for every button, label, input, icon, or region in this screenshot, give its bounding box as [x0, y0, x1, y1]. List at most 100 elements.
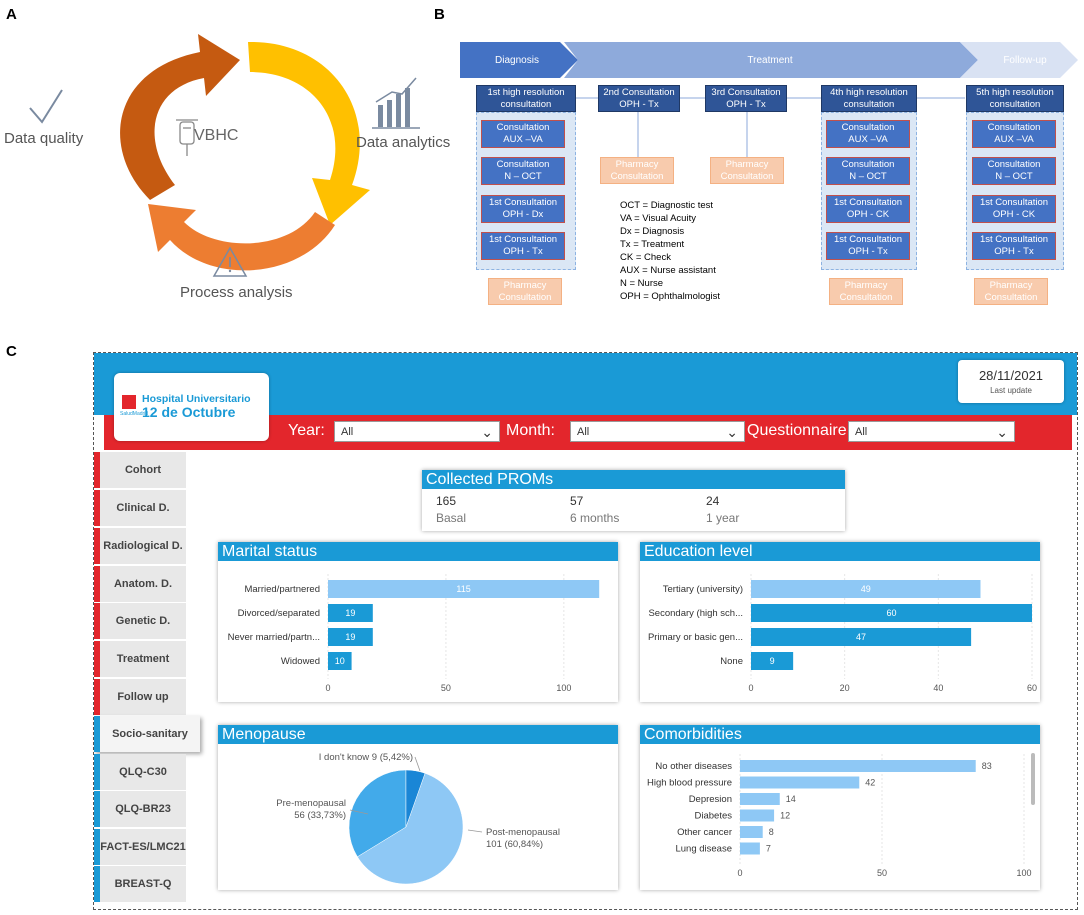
tick-label: 100 [1016, 868, 1031, 878]
bar [740, 760, 976, 772]
filter-year-dropdown[interactable]: All ⌄ [334, 421, 500, 442]
bar [751, 652, 794, 670]
legend-item: VA = Visual Acuity [620, 213, 696, 224]
nav-qlq-br23[interactable]: QLQ-BR23 [94, 791, 186, 827]
data-label: 42 [865, 778, 875, 788]
logo-small: SaludMadrid [120, 411, 149, 417]
data-label: 115 [456, 584, 470, 594]
menopause-card: Menopause Post-menopausal 101 (60,84%) Pre… [218, 725, 618, 890]
proms-value-basal: 165 [436, 494, 457, 508]
panel-label-b: B [434, 6, 445, 23]
nav-socio-sanitary[interactable]: Socio-sanitary [94, 716, 200, 752]
analytics-icon [372, 77, 420, 129]
pharmacy-box-2: Pharmacy Consultation [600, 157, 674, 184]
data-label: 12 [780, 811, 790, 821]
g5-sub-3: 1st Consultation OPH - Tx [972, 232, 1056, 260]
bar [740, 842, 760, 855]
bar [740, 776, 860, 789]
nav-qlq-c30[interactable]: QLQ-C30 [94, 754, 186, 790]
filter-questionnaire-dropdown[interactable]: All ⌄ [848, 421, 1015, 442]
nav-genetic[interactable]: Genetic D. [94, 603, 186, 639]
category-label: Diabetes [695, 811, 733, 822]
menopause-title: Menopause [218, 725, 618, 744]
filter-year-label: Year: [288, 422, 325, 439]
consult-header-5: 5th high resolution consultation [966, 85, 1064, 112]
bar [740, 793, 780, 805]
nav-breast-q[interactable]: BREAST-Q [94, 866, 186, 902]
phase-followup: Follow-up [1003, 54, 1047, 66]
phase-diagnosis: Diagnosis [495, 54, 539, 66]
flow-connectors [576, 97, 965, 157]
slice-value: 101 (60,84%) [486, 839, 543, 850]
tick-label: 0 [737, 868, 742, 878]
leader-line [349, 809, 369, 815]
g4-sub-1: Consultation N – OCT [826, 157, 910, 185]
pharmacy-box-1: Pharmacy Consultation [488, 278, 562, 305]
consult-header-3: 3rd Consultation OPH - Tx [705, 85, 787, 112]
panel-label-c: C [6, 343, 17, 360]
marital-status-card: Marital status 0 50 100 Married/partnered 11… [218, 542, 618, 702]
bar [751, 580, 981, 598]
proms-label-6m: 6 months [570, 511, 620, 525]
pharmacy-box-5: Pharmacy Consultation [974, 278, 1048, 305]
category-label: Never married/partn... [228, 632, 320, 643]
leader-line [414, 756, 421, 772]
bar [328, 604, 373, 622]
nav-fact-es[interactable]: FACT-ES/LMC21 [94, 829, 186, 865]
chevron-down-icon: ⌄ [726, 424, 738, 440]
nav-anatom[interactable]: Anatom. D. [94, 566, 186, 602]
legend-item: Dx = Diagnosis [620, 226, 685, 237]
phase-followup-arrow [960, 42, 1078, 78]
g1-sub-2: 1st Consultation OPH - Dx [481, 195, 565, 223]
g1-sub-3: 1st Consultation OPH - Tx [481, 232, 565, 260]
filter-questionnaire-label: Questionnaire: [747, 422, 852, 439]
data-label: 47 [856, 632, 866, 642]
category-label: Divorced/separated [238, 608, 320, 619]
logo-line2: 12 de Octubre [142, 404, 236, 420]
filter-month-dropdown[interactable]: All ⌄ [570, 421, 745, 442]
g1-sub-1: Consultation N – OCT [481, 157, 565, 185]
data-label: 8 [769, 827, 774, 837]
data-label: 19 [345, 608, 355, 618]
bar [328, 652, 352, 670]
nav-follow-up[interactable]: Follow up [94, 679, 186, 715]
consult-header-2: 2nd Consultation OPH - Tx [598, 85, 680, 112]
g4-sub-2: 1st Consultation OPH - CK [826, 195, 910, 223]
tick-label: 0 [748, 683, 753, 693]
data-quality-label: Data quality [4, 130, 84, 147]
proms-label-1y: 1 year [706, 511, 740, 525]
nav-radiological[interactable]: Radiological D. [94, 528, 186, 564]
legend-item: N = Nurse [620, 278, 664, 289]
marital-status-title: Marital status [218, 542, 618, 561]
nav-cohort[interactable]: Cohort [94, 452, 186, 488]
nav-treatment[interactable]: Treatment [94, 641, 186, 677]
filter-year-value: All [341, 425, 354, 438]
data-label: 49 [861, 584, 871, 594]
filter-questionnaire-value: All [855, 425, 868, 438]
nav-clinical[interactable]: Clinical D. [94, 490, 186, 526]
tick-label: 0 [325, 683, 330, 693]
proms-label-basal: Basal [436, 511, 467, 525]
phase-treatment-arrow [564, 42, 978, 78]
bar [751, 604, 1032, 622]
chevron-down-icon: ⌄ [481, 424, 493, 440]
bar [740, 809, 775, 822]
cycle-arrow-yellow [248, 41, 370, 225]
category-label: No other diseases [655, 761, 732, 772]
update-label: Last update [990, 386, 1032, 395]
category-label: Secondary (high sch... [648, 608, 743, 619]
data-label: 14 [786, 794, 796, 804]
data-label: 9 [770, 656, 775, 666]
last-update-card: 28/11/2021 Last update [958, 360, 1064, 403]
vbhc-label: VBHC [194, 127, 239, 144]
chart-scrollbar[interactable] [1031, 753, 1035, 805]
iv-bag-icon [176, 119, 198, 156]
tick-label: 50 [877, 868, 887, 878]
education-level-card: Education level 0 20 40 60 Tertiary (univers… [640, 542, 1040, 702]
g1-sub-0: Consultation AUX –VA [481, 120, 565, 148]
bar [328, 628, 373, 646]
slice-value: 56 (33,73%) [294, 810, 346, 821]
consult-header-4: 4th high resolution consultation [821, 85, 917, 112]
phase-diagnosis-arrow [460, 42, 578, 78]
